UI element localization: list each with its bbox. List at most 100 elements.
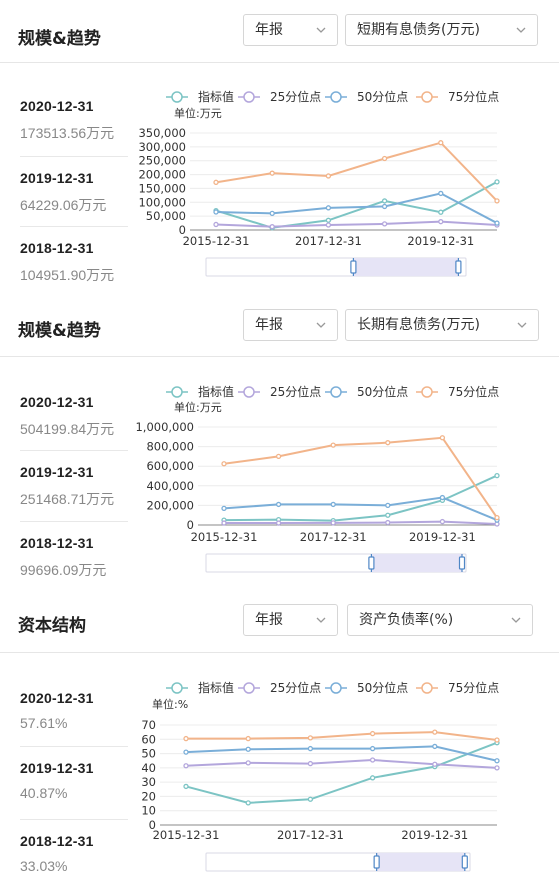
- data-point: [330, 517, 336, 524]
- stat-date: 2018-12-31: [20, 535, 94, 551]
- slider-handle[interactable]: [368, 554, 375, 572]
- series-line: [185, 758, 498, 769]
- slider-handle[interactable]: [373, 853, 380, 871]
- legend-label: 75分位点: [448, 89, 499, 104]
- legend-label: 指标值: [198, 89, 234, 104]
- data-point: [275, 520, 282, 526]
- stat-date: 2019-12-31: [20, 760, 94, 776]
- slider-handle[interactable]: [461, 853, 468, 871]
- stat-separator: [20, 819, 128, 820]
- data-point: [325, 205, 332, 211]
- data-point: [330, 442, 336, 448]
- period-select[interactable]: 年报: [243, 309, 338, 341]
- metric-select[interactable]: 资产负债率(%): [347, 604, 533, 636]
- unit-label: 单位:万元: [174, 106, 222, 120]
- slider-track: [205, 852, 471, 872]
- data-point: [275, 453, 282, 460]
- slider-handle[interactable]: [458, 554, 466, 572]
- data-point: [381, 203, 388, 210]
- metric-select-value: 长期有息债务(万元): [357, 317, 480, 333]
- range-slider[interactable]: [205, 553, 467, 573]
- legend-marker: [421, 682, 433, 694]
- legend-item[interactable]: 50分位点: [325, 680, 408, 695]
- section-header: 规模&趋势 年报 短期有息债务(万元): [0, 14, 559, 58]
- y-tick-label: 0: [187, 518, 194, 532]
- y-tick-label: 400,000: [146, 479, 194, 493]
- data-point: [269, 225, 275, 231]
- data-point: [439, 497, 446, 504]
- stat-item: 2018-12-31 33.03%: [20, 833, 130, 874]
- legend-item[interactable]: 指标值: [166, 680, 234, 695]
- range-slider[interactable]: [205, 257, 467, 277]
- legend-item[interactable]: 25分位点: [238, 680, 321, 695]
- data-point: [221, 461, 227, 467]
- data-point: [438, 209, 444, 215]
- data-point: [494, 198, 500, 204]
- y-tick-label: 600,000: [146, 459, 194, 473]
- legend-marker: [421, 91, 433, 103]
- section-header: 规模&趋势 年报 长期有息债务(万元): [0, 309, 559, 353]
- y-tick-label: 40: [141, 761, 156, 775]
- legend-item[interactable]: 50分位点: [325, 89, 408, 104]
- legend-item[interactable]: 25分位点: [238, 89, 321, 104]
- metric-select[interactable]: 短期有息债务(万元): [345, 14, 538, 46]
- data-point: [494, 765, 500, 771]
- data-point: [381, 221, 388, 227]
- legend-item[interactable]: 75分位点: [416, 89, 499, 104]
- stat-item: 2019-12-31 40.87%: [20, 760, 130, 801]
- legend-marker: [171, 386, 183, 398]
- data-point: [494, 758, 500, 764]
- legend-marker: [330, 682, 342, 694]
- stat-item: 2020-12-31 57.61%: [20, 690, 130, 731]
- data-point: [245, 746, 251, 752]
- stat-separator: [20, 450, 128, 451]
- y-tick-label: 20: [141, 789, 156, 803]
- stat-value: 504199.84万元: [20, 421, 115, 437]
- data-point: [307, 760, 314, 767]
- period-select[interactable]: 年报: [243, 14, 338, 46]
- data-point: [269, 224, 275, 230]
- stat-item: 2018-12-31 99696.09万元: [20, 535, 130, 580]
- x-tick-label: 2019-12-31: [407, 234, 474, 248]
- stat-value: 251468.71万元: [20, 491, 115, 507]
- legend-item[interactable]: 指标值: [166, 384, 234, 399]
- legend-item[interactable]: 75分位点: [416, 384, 499, 399]
- series-line: [186, 731, 498, 741]
- data-point: [385, 440, 391, 446]
- stat-value: 33.03%: [20, 858, 68, 874]
- slider-handle[interactable]: [350, 258, 357, 276]
- data-point: [432, 761, 438, 767]
- legend-item[interactable]: 75分位点: [416, 680, 499, 695]
- data-point: [385, 502, 391, 509]
- data-point: [494, 521, 500, 527]
- y-tick-label: 200,000: [146, 498, 194, 512]
- slider-selection: [376, 853, 465, 871]
- period-select-value: 年报: [255, 612, 283, 628]
- data-point: [439, 518, 446, 525]
- stat-value: 173513.56万元: [20, 125, 115, 141]
- slider-track: [205, 257, 467, 277]
- chevron-down-icon: [516, 27, 526, 33]
- range-slider[interactable]: [205, 852, 471, 872]
- data-point: [325, 173, 332, 179]
- legend-item[interactable]: 50分位点: [325, 384, 408, 399]
- data-point: [432, 729, 438, 735]
- y-tick-label: 0: [149, 818, 156, 832]
- data-point: [381, 155, 388, 162]
- legend-item[interactable]: 指标值: [166, 89, 234, 104]
- data-point: [307, 796, 314, 802]
- metric-select[interactable]: 长期有息债务(万元): [345, 309, 539, 341]
- metric-select-value: 短期有息债务(万元): [357, 22, 480, 38]
- data-point: [183, 763, 189, 769]
- data-point: [494, 472, 500, 479]
- data-point: [221, 517, 227, 523]
- legend-item[interactable]: 25分位点: [238, 384, 321, 399]
- series-line: [215, 220, 498, 228]
- y-tick-label: 60: [141, 732, 156, 746]
- period-select[interactable]: 年报: [243, 604, 338, 636]
- stat-item: 2019-12-31 251468.71万元: [20, 464, 130, 509]
- unit-label: 单位:万元: [174, 400, 222, 414]
- data-point: [213, 179, 219, 185]
- slider-handle[interactable]: [455, 258, 462, 276]
- stat-separator: [20, 226, 128, 227]
